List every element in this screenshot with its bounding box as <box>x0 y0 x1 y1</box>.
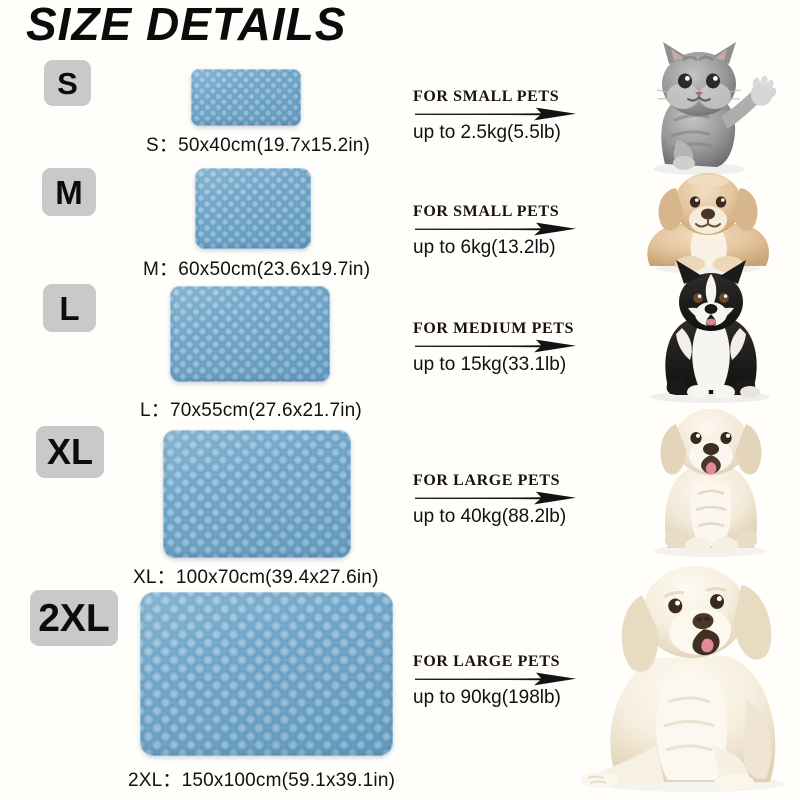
pet-mat-l <box>170 286 330 382</box>
pet-mat-m <box>195 168 311 249</box>
mat-edge <box>170 286 330 382</box>
mat-texture <box>163 430 351 558</box>
mat-caption-l: L：70x55cm(27.6x21.7in) <box>140 400 362 421</box>
mat-caption-xl: XL：100x70cm(39.4x27.6in) <box>133 567 379 588</box>
mat-caption-2xl: 2XL：150x100cm(59.1x39.1in) <box>128 770 396 791</box>
arrow-icon <box>415 339 576 353</box>
pet-mat-s <box>191 69 301 126</box>
arrow-icon <box>415 107 576 121</box>
arrow-icon <box>415 491 576 505</box>
animal-photo-golden-retriever <box>578 560 800 792</box>
animal-photo-cream-labrador-puppy <box>632 398 792 558</box>
mat-sheen <box>140 592 393 756</box>
animal-photo-gray-kitten <box>617 36 792 176</box>
pet-mat-xl <box>163 430 351 558</box>
pet-weight-limit: up to 6kg(13.2lb) <box>413 237 556 258</box>
size-badge-label: XL <box>46 431 93 472</box>
mat-sheen <box>163 430 351 558</box>
arrow-icon <box>415 222 576 236</box>
pet-info-s: FOR SMALL PETS up to 2.5kg(5.5lb) <box>413 88 578 144</box>
mat-sheen <box>195 168 311 249</box>
pet-size-header: FOR LARGE PETS <box>413 472 561 489</box>
animal-photo-border-collie <box>626 258 796 403</box>
mat-texture <box>195 168 311 249</box>
size-badge-l: L <box>43 284 96 332</box>
page-title: SIZE DETAILS <box>26 0 347 50</box>
mat-edge <box>163 430 351 558</box>
size-badge-label: S <box>57 65 78 101</box>
size-badge-s: S <box>44 60 91 106</box>
mat-edge <box>140 592 393 756</box>
mat-sheen <box>170 286 330 382</box>
mat-texture <box>140 592 393 756</box>
mat-texture <box>170 286 330 382</box>
mat-caption-m: M：60x50cm(23.6x19.7in) <box>143 259 371 280</box>
mat-edge <box>195 168 311 249</box>
pet-weight-limit: up to 2.5kg(5.5lb) <box>413 122 561 143</box>
pet-info-l: FOR MEDIUM PETS up to 15kg(33.1lb) <box>413 320 578 376</box>
mat-texture <box>191 69 301 126</box>
pet-weight-limit: up to 90kg(198lb) <box>413 687 561 708</box>
pet-size-header: FOR SMALL PETS <box>413 88 560 105</box>
pet-info-xl: FOR LARGE PETS up to 40kg(88.2lb) <box>413 472 578 528</box>
pet-weight-limit: up to 15kg(33.1lb) <box>413 354 567 375</box>
pet-mat-2xl <box>140 592 393 756</box>
pet-size-header: FOR SMALL PETS <box>413 203 560 220</box>
pet-size-header: FOR LARGE PETS <box>413 653 561 670</box>
pet-info-2xl: FOR LARGE PETS up to 90kg(198lb) <box>413 653 578 709</box>
size-badge-label: L <box>59 289 80 327</box>
mat-edge <box>191 69 301 126</box>
size-badge-xl: XL <box>36 426 104 478</box>
size-badge-label: M <box>55 173 83 211</box>
arrow-icon <box>415 672 576 686</box>
mat-sheen <box>191 69 301 126</box>
pet-weight-limit: up to 40kg(88.2lb) <box>413 506 567 527</box>
animal-photo-tan-puppy <box>628 168 793 273</box>
size-badge-2xl: 2XL <box>30 590 118 646</box>
mat-caption-s: S：50x40cm(19.7x15.2in) <box>146 135 371 156</box>
size-badge-m: M <box>42 168 96 216</box>
size-badge-label: 2XL <box>38 596 110 640</box>
pet-info-m: FOR SMALL PETS up to 6kg(13.2lb) <box>413 203 578 259</box>
pet-size-header: FOR MEDIUM PETS <box>413 320 574 337</box>
